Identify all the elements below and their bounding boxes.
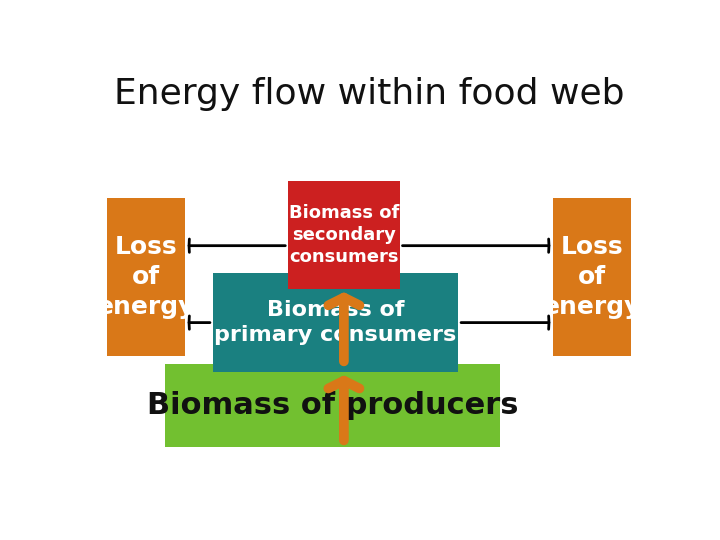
Text: Loss
of
energy: Loss of energy [543, 235, 642, 319]
FancyBboxPatch shape [553, 198, 631, 356]
Text: Biomass of producers: Biomass of producers [147, 392, 518, 420]
FancyBboxPatch shape [107, 198, 185, 356]
Text: Biomass of
primary consumers: Biomass of primary consumers [215, 300, 456, 345]
Text: Biomass of
secondary
consumers: Biomass of secondary consumers [289, 204, 399, 266]
Text: Loss
of
energy: Loss of energy [96, 235, 195, 319]
FancyBboxPatch shape [213, 273, 459, 373]
FancyBboxPatch shape [166, 364, 500, 447]
Text: Energy flow within food web: Energy flow within food web [114, 77, 624, 111]
FancyBboxPatch shape [288, 181, 400, 289]
